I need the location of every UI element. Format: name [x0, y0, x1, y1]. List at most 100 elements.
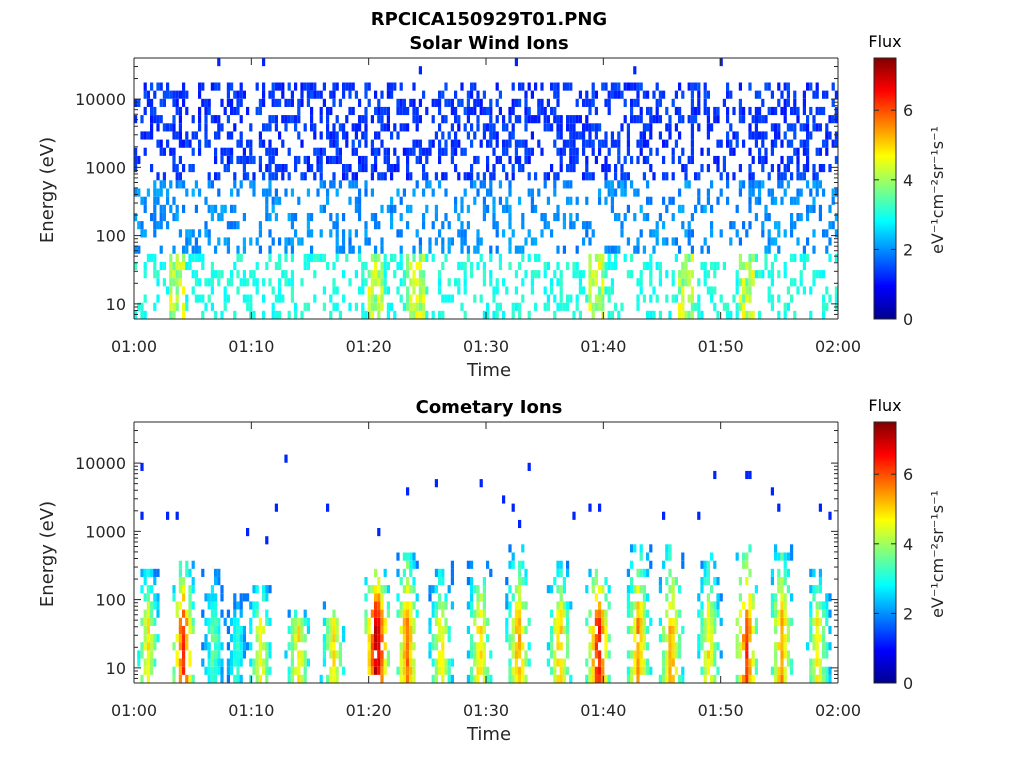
spectrogram-cell — [377, 270, 381, 279]
spectrogram-cell — [678, 650, 682, 659]
spectrogram-cell — [242, 650, 246, 659]
spectrogram-cell — [258, 98, 262, 107]
spectrogram-cell — [818, 674, 822, 683]
spectrogram-cell — [204, 123, 208, 132]
spectrogram-cell — [777, 221, 781, 230]
spectrogram-cell — [153, 617, 157, 626]
spectrogram-cell — [812, 180, 816, 189]
spectrogram-cell — [546, 261, 550, 271]
spectrogram-cell — [646, 123, 650, 132]
spectrogram-cell — [694, 204, 698, 213]
spectrogram-cell — [342, 237, 346, 246]
spectrogram-cell — [594, 302, 598, 311]
spectrogram-cell — [217, 213, 221, 222]
spectrogram-cell — [306, 658, 310, 667]
spectrogram-cell — [751, 172, 755, 181]
spectrogram-cell — [697, 609, 701, 618]
spectrogram-cell — [777, 642, 781, 651]
spectrogram-cell — [246, 302, 250, 311]
spectrogram-cell — [591, 674, 595, 683]
spectrogram-cell — [681, 560, 685, 569]
spectrogram-cell — [508, 139, 512, 148]
spectrogram-cell — [543, 286, 547, 295]
spectrogram-cell — [329, 650, 333, 659]
spectrogram-cell — [454, 106, 458, 116]
spectrogram-cell — [553, 139, 557, 148]
spectrogram-cell — [172, 115, 176, 124]
spectrogram-cell — [578, 278, 582, 287]
spectrogram-cell — [646, 155, 650, 165]
spectrogram-cell — [543, 261, 547, 271]
spectrogram-cell — [780, 634, 784, 643]
spectrogram-cell — [150, 213, 154, 222]
spectrogram-cell — [713, 270, 717, 279]
y-tick-label: 1000 — [85, 158, 126, 177]
spectrogram-cell — [377, 115, 381, 124]
spectrogram-cell — [591, 585, 595, 594]
spectrogram-cell — [447, 98, 451, 107]
spectrogram-cell — [633, 82, 637, 91]
spectrogram-cell — [518, 560, 522, 569]
spectrogram-cell — [822, 642, 826, 651]
spectrogram-cell — [729, 237, 733, 246]
spectrogram-cell — [412, 106, 416, 116]
spectrogram-cell — [383, 585, 387, 594]
spectrogram-cell — [700, 164, 704, 173]
spectrogram-cell — [166, 511, 170, 520]
spectrogram-cell — [159, 82, 163, 91]
spectrogram-cell — [665, 634, 669, 643]
spectrogram-cell — [774, 625, 778, 635]
spectrogram-cell — [146, 131, 150, 140]
spectrogram-cell — [156, 221, 160, 230]
spectrogram-cell — [575, 294, 579, 303]
spectrogram-cell — [668, 601, 672, 610]
spectrogram-cell — [140, 310, 144, 319]
spectrogram-cell — [182, 609, 186, 618]
spectrogram-cell — [652, 286, 656, 295]
spectrogram-cell — [828, 294, 832, 303]
spectrogram-cell — [415, 278, 419, 287]
spectrogram-cell — [569, 180, 573, 189]
spectrogram-cell — [793, 147, 797, 156]
spectrogram-cell — [658, 674, 662, 683]
spectrogram-cell — [562, 674, 566, 683]
spectrogram-cell — [322, 286, 326, 295]
spectrogram-cell — [585, 196, 589, 205]
spectrogram-cell — [550, 278, 554, 287]
spectrogram-cell — [278, 278, 282, 287]
spectrogram-cell — [770, 106, 774, 116]
spectrogram-cell — [508, 106, 512, 116]
spectrogram-cell — [249, 302, 253, 311]
spectrogram-cell — [649, 560, 653, 569]
spectrogram-cell — [153, 261, 157, 271]
spectrogram-cell — [326, 642, 330, 651]
spectrogram-cell — [633, 188, 637, 197]
spectrogram-cell — [214, 642, 218, 651]
spectrogram-cell — [412, 188, 416, 197]
spectrogram-cell — [457, 115, 461, 124]
spectrogram-cell — [143, 106, 147, 116]
spectrogram-cell — [479, 650, 483, 659]
spectrogram-cell — [271, 90, 275, 99]
spectrogram-cell — [252, 585, 256, 594]
spectrogram-cell — [335, 302, 339, 311]
spectrogram-cell — [383, 666, 387, 675]
spectrogram-cell — [783, 82, 787, 91]
spectrogram-cell — [226, 221, 230, 230]
spectrogram-cell — [537, 270, 541, 279]
spectrogram-cell — [751, 155, 755, 165]
spectrogram-cell — [223, 286, 227, 295]
spectrogram-cell — [585, 98, 589, 107]
spectrogram-cell — [553, 650, 557, 659]
spectrogram-cell — [569, 674, 573, 683]
spectrogram-cell — [412, 310, 416, 319]
spectrogram-cell — [386, 658, 390, 667]
spectrogram-cell — [399, 577, 403, 586]
spectrogram-cell — [553, 115, 557, 124]
spectrogram-cell — [246, 593, 250, 602]
spectrogram-cell — [290, 115, 294, 124]
spectrogram-cell — [777, 585, 781, 594]
spectrogram-cell — [364, 310, 368, 319]
spectrogram-cell — [338, 98, 342, 107]
spectrogram-cell — [630, 82, 634, 91]
